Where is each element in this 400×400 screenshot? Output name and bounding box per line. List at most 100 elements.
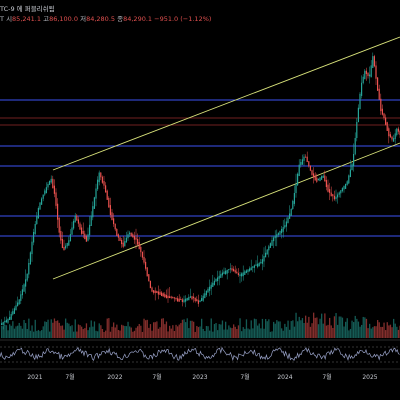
volume-bar [12, 321, 14, 338]
volume-bar [370, 328, 372, 338]
volume-bar [188, 328, 190, 338]
candle-body [391, 136, 393, 140]
volume-bar [31, 325, 33, 338]
volume-bar [196, 325, 198, 338]
candle-body [297, 173, 299, 186]
volume-bar [234, 326, 236, 338]
volume-bar [367, 328, 369, 338]
volume-bar [301, 318, 304, 338]
volume-bar [68, 323, 70, 338]
candle-body [242, 272, 244, 277]
volume-bar [58, 322, 60, 338]
volume-bar [133, 330, 136, 338]
channel-upper-line [52, 36, 400, 171]
volume-bar [189, 320, 192, 338]
volume-bar [197, 327, 200, 338]
candle-body [101, 176, 103, 183]
volume-bar [394, 323, 396, 338]
candle-body [245, 270, 247, 273]
candle-body [74, 215, 76, 223]
candle-body [173, 297, 175, 299]
candle-body [81, 227, 83, 234]
candle-body [106, 190, 108, 200]
volume-bar [393, 318, 395, 338]
volume-bar [4, 325, 6, 338]
volume-bar [386, 322, 388, 338]
candle-body [263, 256, 265, 262]
volume-bar [324, 313, 326, 338]
candle-body [300, 162, 302, 166]
candle-body [143, 256, 145, 263]
candle-body [165, 294, 167, 299]
candle-body [42, 194, 44, 199]
candle-body [330, 192, 332, 197]
candle-body [180, 299, 182, 301]
volume-bar [101, 328, 104, 338]
candle-body [17, 302, 19, 307]
candle-body [28, 263, 30, 275]
candle-body [271, 240, 273, 246]
volume-bar [45, 321, 48, 338]
candle-body [381, 108, 383, 115]
candle-body [306, 156, 308, 163]
horizontal-levels [0, 99, 400, 370]
candle-body [21, 289, 23, 296]
candle-body [132, 234, 134, 238]
volume-bar [149, 324, 152, 338]
candle-body [210, 284, 212, 289]
volume-bar [213, 324, 216, 338]
volume-bar [165, 321, 168, 338]
volume-bar [122, 325, 124, 338]
candle-body [122, 242, 124, 247]
candle-body [77, 219, 79, 224]
volume-bar [229, 327, 232, 338]
candle-body [378, 88, 380, 100]
volume-bar [119, 330, 121, 338]
volume-bar [199, 326, 201, 338]
volume-bar [380, 326, 382, 338]
volume-bar [183, 319, 185, 338]
candle-body [309, 165, 311, 171]
volume-bar [81, 326, 83, 338]
candle-body [100, 172, 102, 178]
volume-bar [308, 316, 310, 338]
volume-bar [249, 329, 251, 338]
candle-body [305, 156, 307, 158]
candle-body [236, 271, 238, 274]
candle-body [7, 318, 9, 323]
volume-bar [85, 323, 88, 338]
candle-body [383, 113, 385, 118]
volume-bar [117, 329, 120, 338]
candle-body [159, 291, 161, 295]
time-axis: 2021 7월 2022 7월 2023 7월 2024 7월 2025 [27, 373, 377, 381]
candle-body [169, 296, 171, 299]
candle-body [133, 235, 135, 240]
candle-body [287, 217, 289, 224]
volume-bar [90, 320, 92, 338]
volume-bar [236, 329, 238, 338]
trend-channel[interactable] [52, 36, 400, 280]
volume-bar [193, 321, 195, 338]
candle-body [148, 274, 150, 282]
volume-bar [255, 319, 257, 338]
candle-body [9, 316, 11, 320]
volume-bar [204, 331, 206, 338]
candle-body [228, 269, 230, 271]
candle-body [111, 212, 113, 221]
candle-body [277, 232, 279, 235]
volume-bar [114, 327, 116, 338]
volume-bar [69, 326, 72, 338]
volume-bar [225, 321, 227, 338]
volume-bar [18, 322, 20, 338]
candle-body [364, 70, 366, 80]
volume-bar [265, 319, 267, 338]
volume-bar [76, 331, 78, 338]
candle-body [25, 279, 27, 287]
candle-body [141, 251, 143, 258]
volume-bar [37, 329, 40, 338]
candle-body [157, 291, 159, 295]
candle-body [337, 194, 339, 198]
volume-bar [282, 330, 284, 338]
